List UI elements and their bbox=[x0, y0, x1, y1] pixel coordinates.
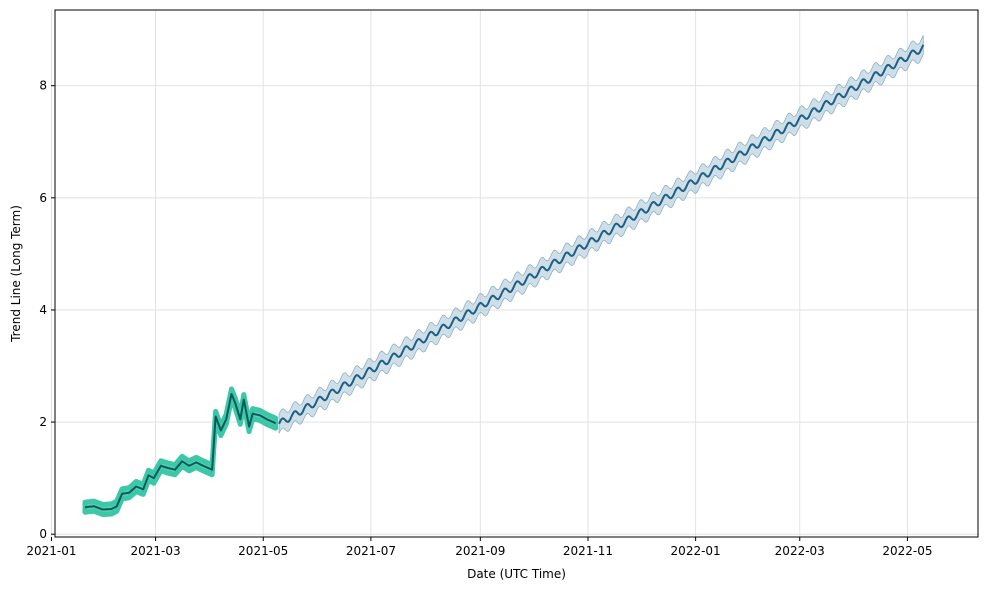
x-tick-label: 2022-01 bbox=[671, 544, 721, 558]
x-tick-label: 2021-07 bbox=[346, 544, 396, 558]
x-tick-label: 2022-03 bbox=[775, 544, 825, 558]
y-axis-label: Trend Line (Long Term) bbox=[9, 205, 23, 343]
confidence-bands bbox=[82, 35, 924, 518]
y-tick-label: 0 bbox=[39, 527, 47, 541]
x-tick-label: 2021-05 bbox=[238, 544, 288, 558]
grid-lines bbox=[50, 10, 978, 537]
x-tick-label: 2021-01 bbox=[26, 544, 76, 558]
x-tick-label: 2021-11 bbox=[563, 544, 613, 558]
historical-trend-line bbox=[84, 393, 277, 511]
y-tick-label: 8 bbox=[39, 79, 47, 93]
x-axis-ticks: 2021-01 2021-03 2021-05 2021-07 2021-09 2021-… bbox=[26, 537, 932, 558]
historical-confidence-band bbox=[82, 386, 279, 518]
x-tick-label: 2022-05 bbox=[882, 544, 932, 558]
plot-area-frame bbox=[54, 9, 979, 538]
y-tick-label: 2 bbox=[39, 415, 47, 429]
trend-lines bbox=[84, 44, 925, 511]
x-tick-label: 2021-03 bbox=[131, 544, 181, 558]
y-tick-label: 4 bbox=[39, 303, 47, 317]
y-axis-ticks: 0 2 4 6 8 bbox=[39, 79, 55, 541]
forecast-trend-line bbox=[278, 44, 925, 425]
x-tick-label: 2021-09 bbox=[455, 544, 505, 558]
y-tick-label: 6 bbox=[39, 191, 47, 205]
x-axis-label: Date (UTC Time) bbox=[467, 567, 566, 581]
